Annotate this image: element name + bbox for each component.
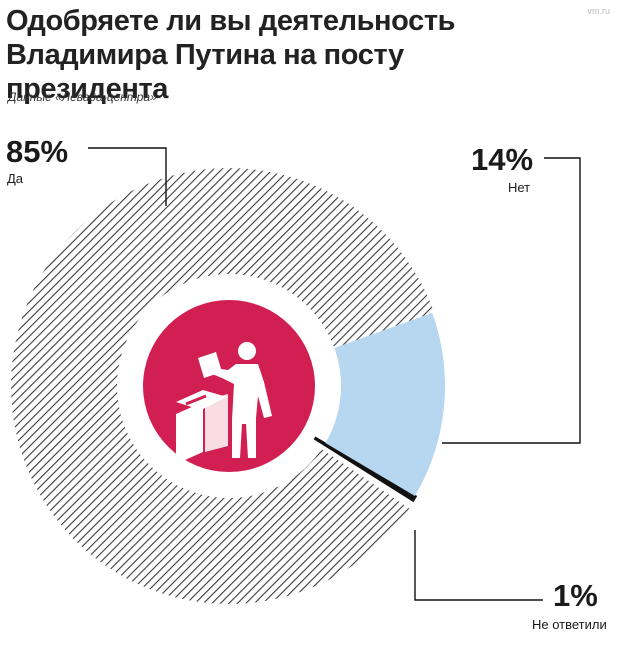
category-label-yes: Да [7,171,24,186]
voter-ballot-box-icon [176,342,272,464]
value-label-no: 14% [471,142,534,177]
category-label-no: Нет [508,180,531,195]
category-label-undecided: Не ответили [532,617,607,632]
watermark: vm.ru [587,6,611,16]
leader-line-no [442,157,581,444]
chart-title: Одобряете ли вы деятельность Владимира П… [6,4,566,106]
donut-slices [10,168,445,604]
center-circle [143,300,315,472]
slice-undecided [313,436,418,503]
value-label-yes: 85% [6,134,69,169]
value-label-undecided: 1% [553,578,598,613]
chart-subtitle: Данные «Левада-центра» [8,90,157,104]
slice-no [325,312,445,496]
title-line-2: Владимира Путина на посту президента [6,39,404,105]
leader-lines [88,147,581,601]
slice-yes [10,168,435,604]
leader-line-undecided [414,530,543,601]
title-line-1: Одобряете ли вы деятельность [6,5,456,37]
leader-line-yes [88,147,167,206]
